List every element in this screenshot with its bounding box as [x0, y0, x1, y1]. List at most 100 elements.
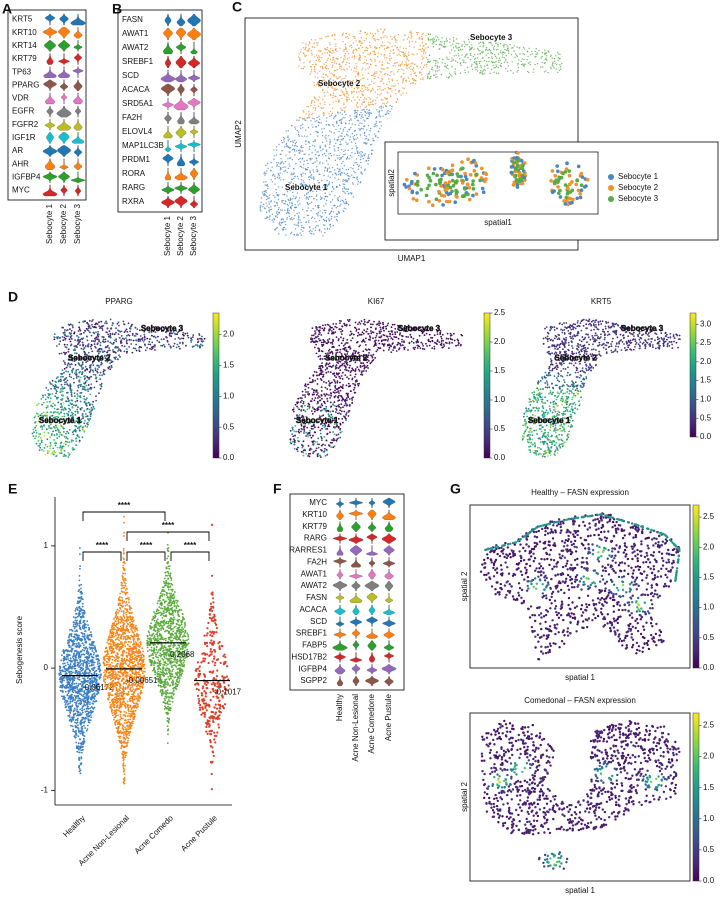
spot-dot	[431, 203, 435, 207]
violin	[176, 13, 186, 27]
cell-dot	[349, 139, 351, 141]
cell-dot	[65, 455, 67, 457]
cell-dot	[351, 152, 353, 154]
cell-dot	[323, 152, 326, 155]
cell-dot	[286, 190, 289, 193]
cell-dot	[391, 105, 393, 108]
cell-dot	[86, 375, 88, 378]
cell-dot	[308, 113, 311, 116]
cell-dot	[383, 329, 385, 332]
cell-dot	[438, 69, 440, 72]
cell-dot	[73, 381, 75, 384]
cell-dot	[326, 188, 328, 190]
cell-dot	[321, 65, 323, 68]
cell-dot	[288, 212, 290, 215]
cell-dot	[388, 62, 390, 65]
cell-dot	[432, 46, 435, 48]
cell-dot	[541, 55, 543, 58]
cell-dot	[544, 58, 546, 61]
cell-dot	[336, 164, 338, 166]
violin	[187, 13, 201, 27]
cell-dot	[340, 328, 342, 330]
cell-dot	[389, 335, 391, 338]
cell-dot	[370, 89, 373, 92]
cell-dot	[303, 182, 305, 184]
cell-dot	[548, 51, 550, 53]
cluster-label: Sebocyte 2	[68, 353, 111, 362]
gene-label: PPARG	[12, 80, 39, 89]
cell-dot	[47, 389, 50, 392]
cell-dot	[389, 59, 391, 61]
cell-dot	[410, 37, 412, 39]
cell-dot	[516, 46, 518, 48]
cell-dot	[70, 343, 73, 346]
cell-dot	[423, 334, 426, 337]
cell-dot	[85, 398, 87, 401]
cell-dot	[268, 207, 270, 209]
cell-dot	[336, 120, 338, 123]
cell-dot	[348, 122, 350, 125]
cell-dot	[305, 168, 307, 171]
cell-dot	[374, 123, 376, 126]
cell-dot	[449, 74, 452, 76]
cell-dot	[357, 152, 359, 154]
cell-dot	[324, 212, 327, 214]
cell-dot	[333, 62, 335, 64]
cell-dot	[431, 337, 434, 339]
cell-dot	[319, 86, 321, 88]
cell-dot	[314, 68, 316, 71]
cell-dot	[330, 210, 333, 212]
cell-dot	[420, 66, 422, 69]
spot-dot	[460, 181, 465, 185]
cell-dot	[66, 384, 69, 386]
cell-dot	[315, 130, 317, 133]
cell-dot	[323, 174, 325, 177]
cell-dot	[330, 114, 333, 117]
cell-dot	[436, 70, 439, 72]
spot-dot	[564, 195, 569, 200]
spot-dot	[432, 167, 437, 171]
cell-dot	[349, 82, 351, 84]
cell-dot	[387, 338, 390, 340]
cell-dot	[332, 64, 334, 67]
cell-dot	[494, 66, 496, 69]
spot-dot	[558, 195, 563, 199]
violin	[336, 676, 344, 687]
cell-dot	[361, 127, 363, 130]
cell-dot	[337, 339, 340, 342]
cell-dot	[71, 395, 73, 398]
cell-dot	[500, 62, 502, 65]
cell-dot	[85, 389, 87, 391]
cell-dot	[363, 318, 366, 321]
cell-dot	[307, 198, 310, 200]
violin	[348, 533, 364, 544]
cell-dot	[379, 88, 381, 90]
cell-dot	[352, 36, 355, 38]
cell-dot	[373, 140, 375, 142]
cell-dot	[101, 362, 103, 365]
legend-label: Sebocyte 3	[618, 194, 659, 203]
cell-dot	[349, 192, 352, 194]
cell-dot	[296, 233, 298, 235]
cell-dot	[321, 327, 324, 330]
cell-dot	[342, 421, 344, 424]
cell-dot	[343, 54, 346, 57]
cell-dot	[410, 73, 412, 76]
cell-dot	[368, 84, 370, 86]
cell-dot	[293, 223, 295, 225]
cell-dot	[274, 196, 276, 198]
cell-dot	[352, 96, 354, 98]
cell-dot	[523, 48, 526, 50]
cell-dot	[317, 206, 319, 208]
cell-dot	[541, 61, 543, 64]
cell-dot	[61, 369, 64, 372]
group-label: Acne Non-Lesional	[351, 694, 360, 762]
cell-dot	[346, 156, 349, 158]
cell-dot	[276, 210, 278, 213]
cell-dot	[51, 379, 54, 382]
cell-dot	[378, 115, 380, 117]
cell-dot	[420, 35, 423, 38]
violin	[74, 53, 82, 65]
cell-dot	[191, 336, 194, 338]
cell-dot	[511, 47, 513, 49]
